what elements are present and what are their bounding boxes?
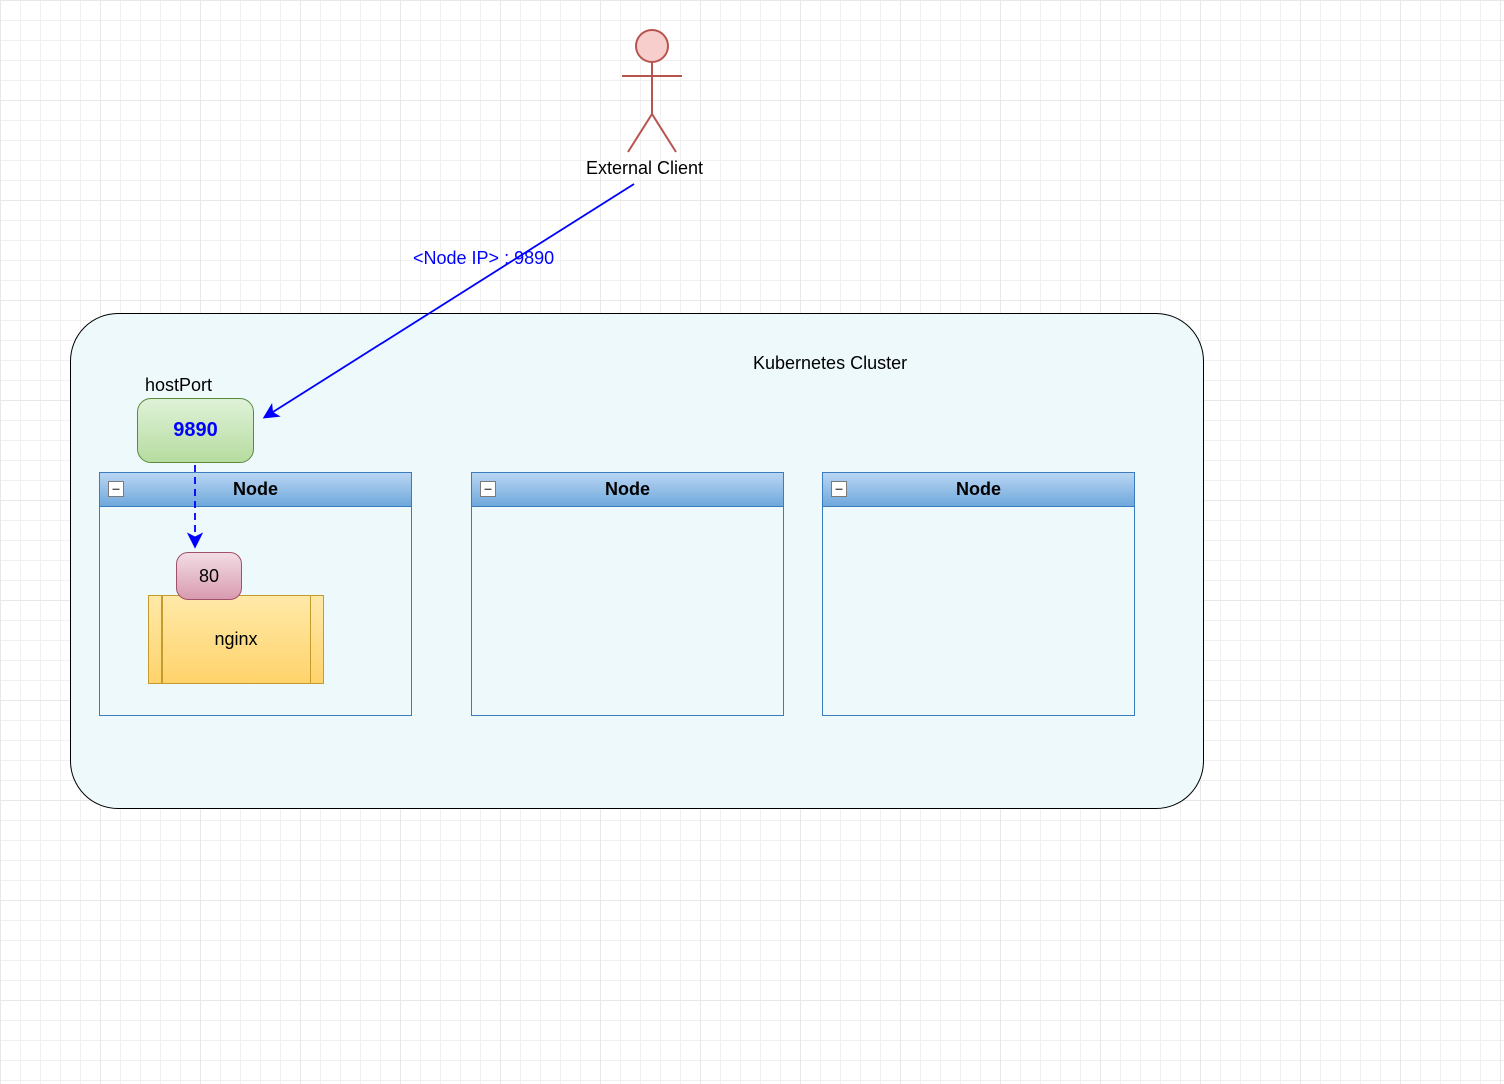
nginx-label: nginx (214, 629, 257, 650)
collapse-icon[interactable]: – (480, 481, 496, 497)
container-port: 80 (176, 552, 242, 600)
collapse-icon[interactable]: – (831, 481, 847, 497)
node-box-2: – Node (471, 472, 784, 716)
nginx-container: nginx (148, 595, 324, 684)
node-box-3: – Node (822, 472, 1135, 716)
edge-label-nodeip: <Node IP> : 9890 (413, 248, 554, 269)
container-port-value: 80 (199, 566, 219, 587)
node-title: Node (233, 479, 278, 500)
cluster-title: Kubernetes Cluster (753, 353, 907, 374)
diagram-canvas: Kubernetes Cluster – Node – Node – Node … (0, 0, 1504, 1084)
node-header-3: – Node (823, 473, 1134, 507)
hostport-box: 9890 (137, 398, 254, 463)
node-title: Node (956, 479, 1001, 500)
hostport-label: hostPort (145, 375, 212, 396)
node-header-1: – Node (100, 473, 411, 507)
collapse-icon[interactable]: – (108, 481, 124, 497)
external-client-icon (616, 28, 688, 156)
hostport-value: 9890 (173, 419, 218, 442)
node-title: Node (605, 479, 650, 500)
node-header-2: – Node (472, 473, 783, 507)
external-client-label: External Client (586, 158, 703, 179)
